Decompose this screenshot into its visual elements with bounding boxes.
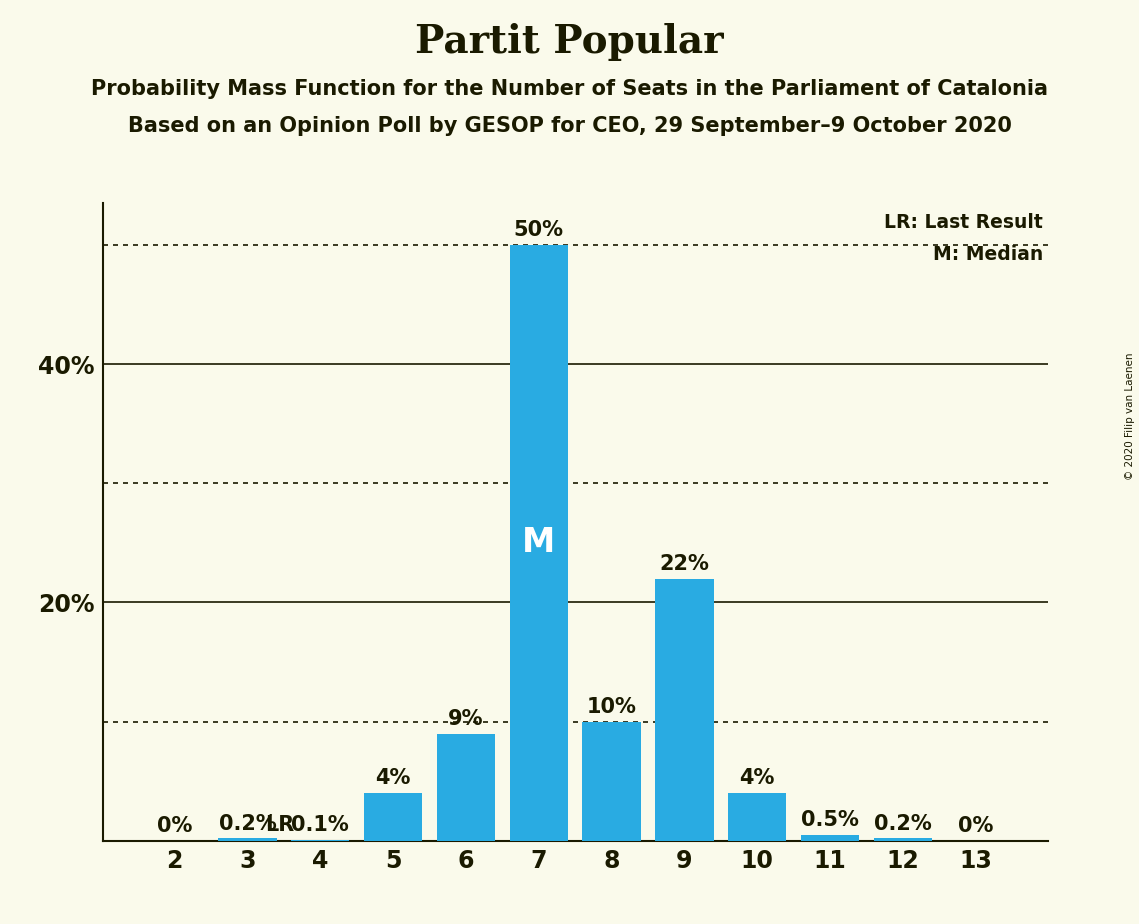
Text: 0.2%: 0.2% bbox=[874, 814, 932, 833]
Bar bbox=[437, 734, 495, 841]
Bar bbox=[655, 578, 713, 841]
Text: 4%: 4% bbox=[376, 769, 411, 788]
Text: 0.1%: 0.1% bbox=[292, 815, 350, 835]
Text: 50%: 50% bbox=[514, 220, 564, 240]
Bar bbox=[801, 835, 859, 841]
Text: 10%: 10% bbox=[587, 697, 637, 717]
Text: Based on an Opinion Poll by GESOP for CEO, 29 September–9 October 2020: Based on an Opinion Poll by GESOP for CE… bbox=[128, 116, 1011, 136]
Text: M: Median: M: Median bbox=[933, 245, 1043, 263]
Bar bbox=[582, 722, 641, 841]
Text: 0.5%: 0.5% bbox=[801, 810, 859, 830]
Text: 4%: 4% bbox=[739, 769, 775, 788]
Text: 0%: 0% bbox=[958, 816, 993, 836]
Bar bbox=[874, 838, 932, 841]
Text: 0%: 0% bbox=[157, 816, 192, 836]
Text: Probability Mass Function for the Number of Seats in the Parliament of Catalonia: Probability Mass Function for the Number… bbox=[91, 79, 1048, 99]
Text: 9%: 9% bbox=[448, 709, 484, 729]
Bar bbox=[292, 840, 350, 841]
Text: 22%: 22% bbox=[659, 553, 710, 574]
Text: Partit Popular: Partit Popular bbox=[416, 23, 723, 61]
Bar bbox=[219, 838, 277, 841]
Text: M: M bbox=[522, 527, 556, 559]
Text: 0.2%: 0.2% bbox=[219, 814, 277, 833]
Bar bbox=[364, 793, 423, 841]
Text: LR: LR bbox=[265, 815, 295, 835]
Bar bbox=[728, 793, 786, 841]
Text: © 2020 Filip van Laenen: © 2020 Filip van Laenen bbox=[1125, 352, 1134, 480]
Text: LR: Last Result: LR: Last Result bbox=[884, 213, 1043, 232]
Bar bbox=[509, 245, 568, 841]
